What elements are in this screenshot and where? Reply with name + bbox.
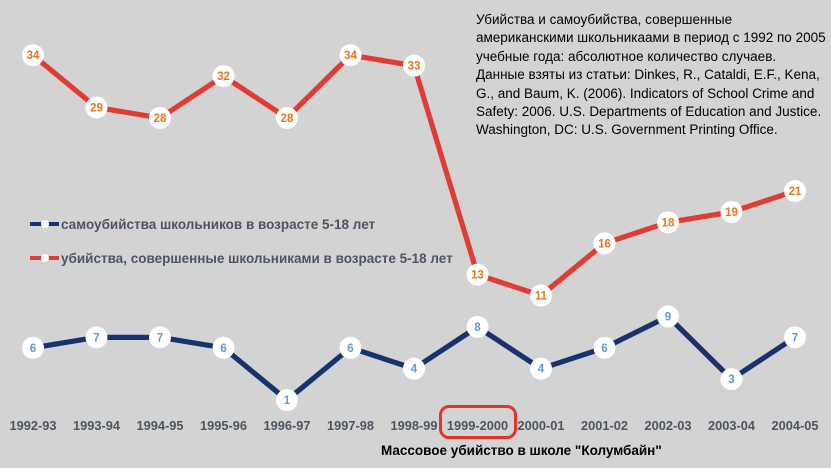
murders-data-label: 34 [27,50,40,62]
murders-point-marker [403,54,425,77]
murders-data-label: 21 [789,186,802,198]
suicides-data-label: 7 [157,332,163,344]
suicides-point-marker [212,336,235,359]
x-axis-label-2002-03: 2002-03 [644,418,692,433]
murders-point-marker [657,211,679,234]
murders-data-label: 18 [662,217,675,229]
x-axis-label-2000-01: 2000-01 [517,418,565,433]
suicides-data-label: 9 [665,311,671,323]
suicides-point-marker [22,336,44,359]
murders-data-label: 33 [408,61,421,73]
murders-point-marker [149,106,171,129]
suicides-data-label: 7 [792,332,798,344]
marker-dot-icon [40,254,49,262]
suicides-point-marker [276,389,298,412]
murders-line-swatch-icon [30,254,59,262]
murders-point-marker [276,106,298,129]
murders-point-marker [466,263,489,286]
murders-point-marker [720,200,743,223]
suicides-data-label: 4 [538,364,545,376]
legend-label-murders: убийства, совершенные школьниками в возр… [61,250,453,266]
murders-data-label: 32 [217,71,230,83]
murders-data-label: 19 [725,207,738,219]
highlight-box-columbine-year [438,405,517,439]
suicides-point-marker [657,305,679,328]
x-axis-label-1992-93: 1992-93 [9,418,57,433]
suicides-point-marker [530,357,552,380]
murders-point-marker [784,180,806,203]
x-axis-label-1997-98: 1997-98 [327,418,374,433]
murders-point-marker [339,44,362,67]
murders-data-label: 11 [535,291,548,303]
suicides-point-marker [85,326,108,349]
murders-point-marker [22,44,44,67]
x-axis-label-1994-95: 1994-95 [136,418,184,433]
murders-data-label: 16 [598,238,611,250]
murders-data-label: 34 [344,50,357,62]
suicides-data-label: 1 [284,395,291,407]
suicides-point-marker [784,326,806,349]
suicides-data-label: 6 [220,343,226,355]
x-axis-label-1996-97: 1996-97 [263,418,311,433]
source-note: Убийства и самоубийства, совершенные аме… [476,12,826,138]
murders-point-marker [85,96,108,119]
marker-dot-icon [40,220,49,228]
x-axis-label-2003-04: 2003-04 [708,418,755,433]
suicides-data-label: 6 [601,343,607,355]
columbine-caption: Массовое убийство в школе "Колумбайн" [381,443,662,458]
suicides-data-label: 3 [728,374,734,386]
suicides-point-marker [149,326,171,349]
murders-data-label: 28 [281,113,294,125]
legend-label-suicides: самоубийства школьников в возрасте 5-18 … [61,216,376,232]
murders-data-label: 13 [471,270,484,282]
suicides-line-swatch-icon [30,220,59,228]
suicides-point-marker [466,315,489,338]
suicides-point-marker [339,336,362,359]
suicides-data-label: 6 [347,343,353,355]
x-axis-label-1993-94: 1993-94 [73,418,120,433]
x-axis-label-2004-05: 2004-05 [771,418,819,433]
suicides-point-marker [720,368,743,391]
murders-data-label: 29 [90,102,103,114]
legend-item-suicides: самоубийства школьников в возрасте 5-18 … [30,215,453,233]
x-axis-label-2001-02: 2001-02 [581,418,628,433]
suicides-point-marker [593,336,616,359]
suicides-data-label: 8 [474,322,481,334]
suicides-data-label: 4 [411,364,418,376]
suicides-point-marker [403,357,425,380]
x-axis-label-1999-2000: 1999-2000 [446,418,509,433]
x-axis-label-1995-96: 1995-96 [200,418,247,433]
murders-point-marker [593,232,616,255]
suicides-data-label: 6 [30,343,36,355]
murders-point-marker [212,65,235,88]
legend: самоубийства школьников в возрасте 5-18 … [30,215,453,283]
murders-data-label: 28 [154,113,167,125]
murders-point-marker [530,284,552,307]
legend-item-murders: убийства, совершенные школьниками в возр… [30,249,453,267]
suicides-data-label: 7 [93,332,99,344]
x-axis-label-1998-99: 1998-99 [390,418,438,433]
